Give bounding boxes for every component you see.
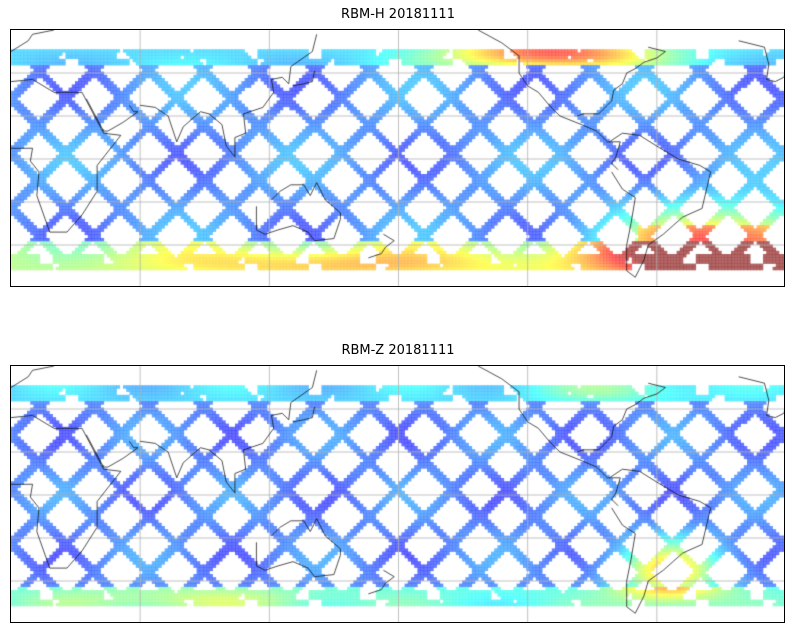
swath-map-h: [11, 30, 784, 286]
map-panel-h: [10, 29, 785, 287]
map-panel-z: [10, 365, 785, 623]
panel-title-h: RBM-H 20181111: [341, 7, 455, 22]
swath-map-z: [11, 366, 784, 622]
panel-title-z: RBM-Z 20181111: [341, 343, 455, 358]
